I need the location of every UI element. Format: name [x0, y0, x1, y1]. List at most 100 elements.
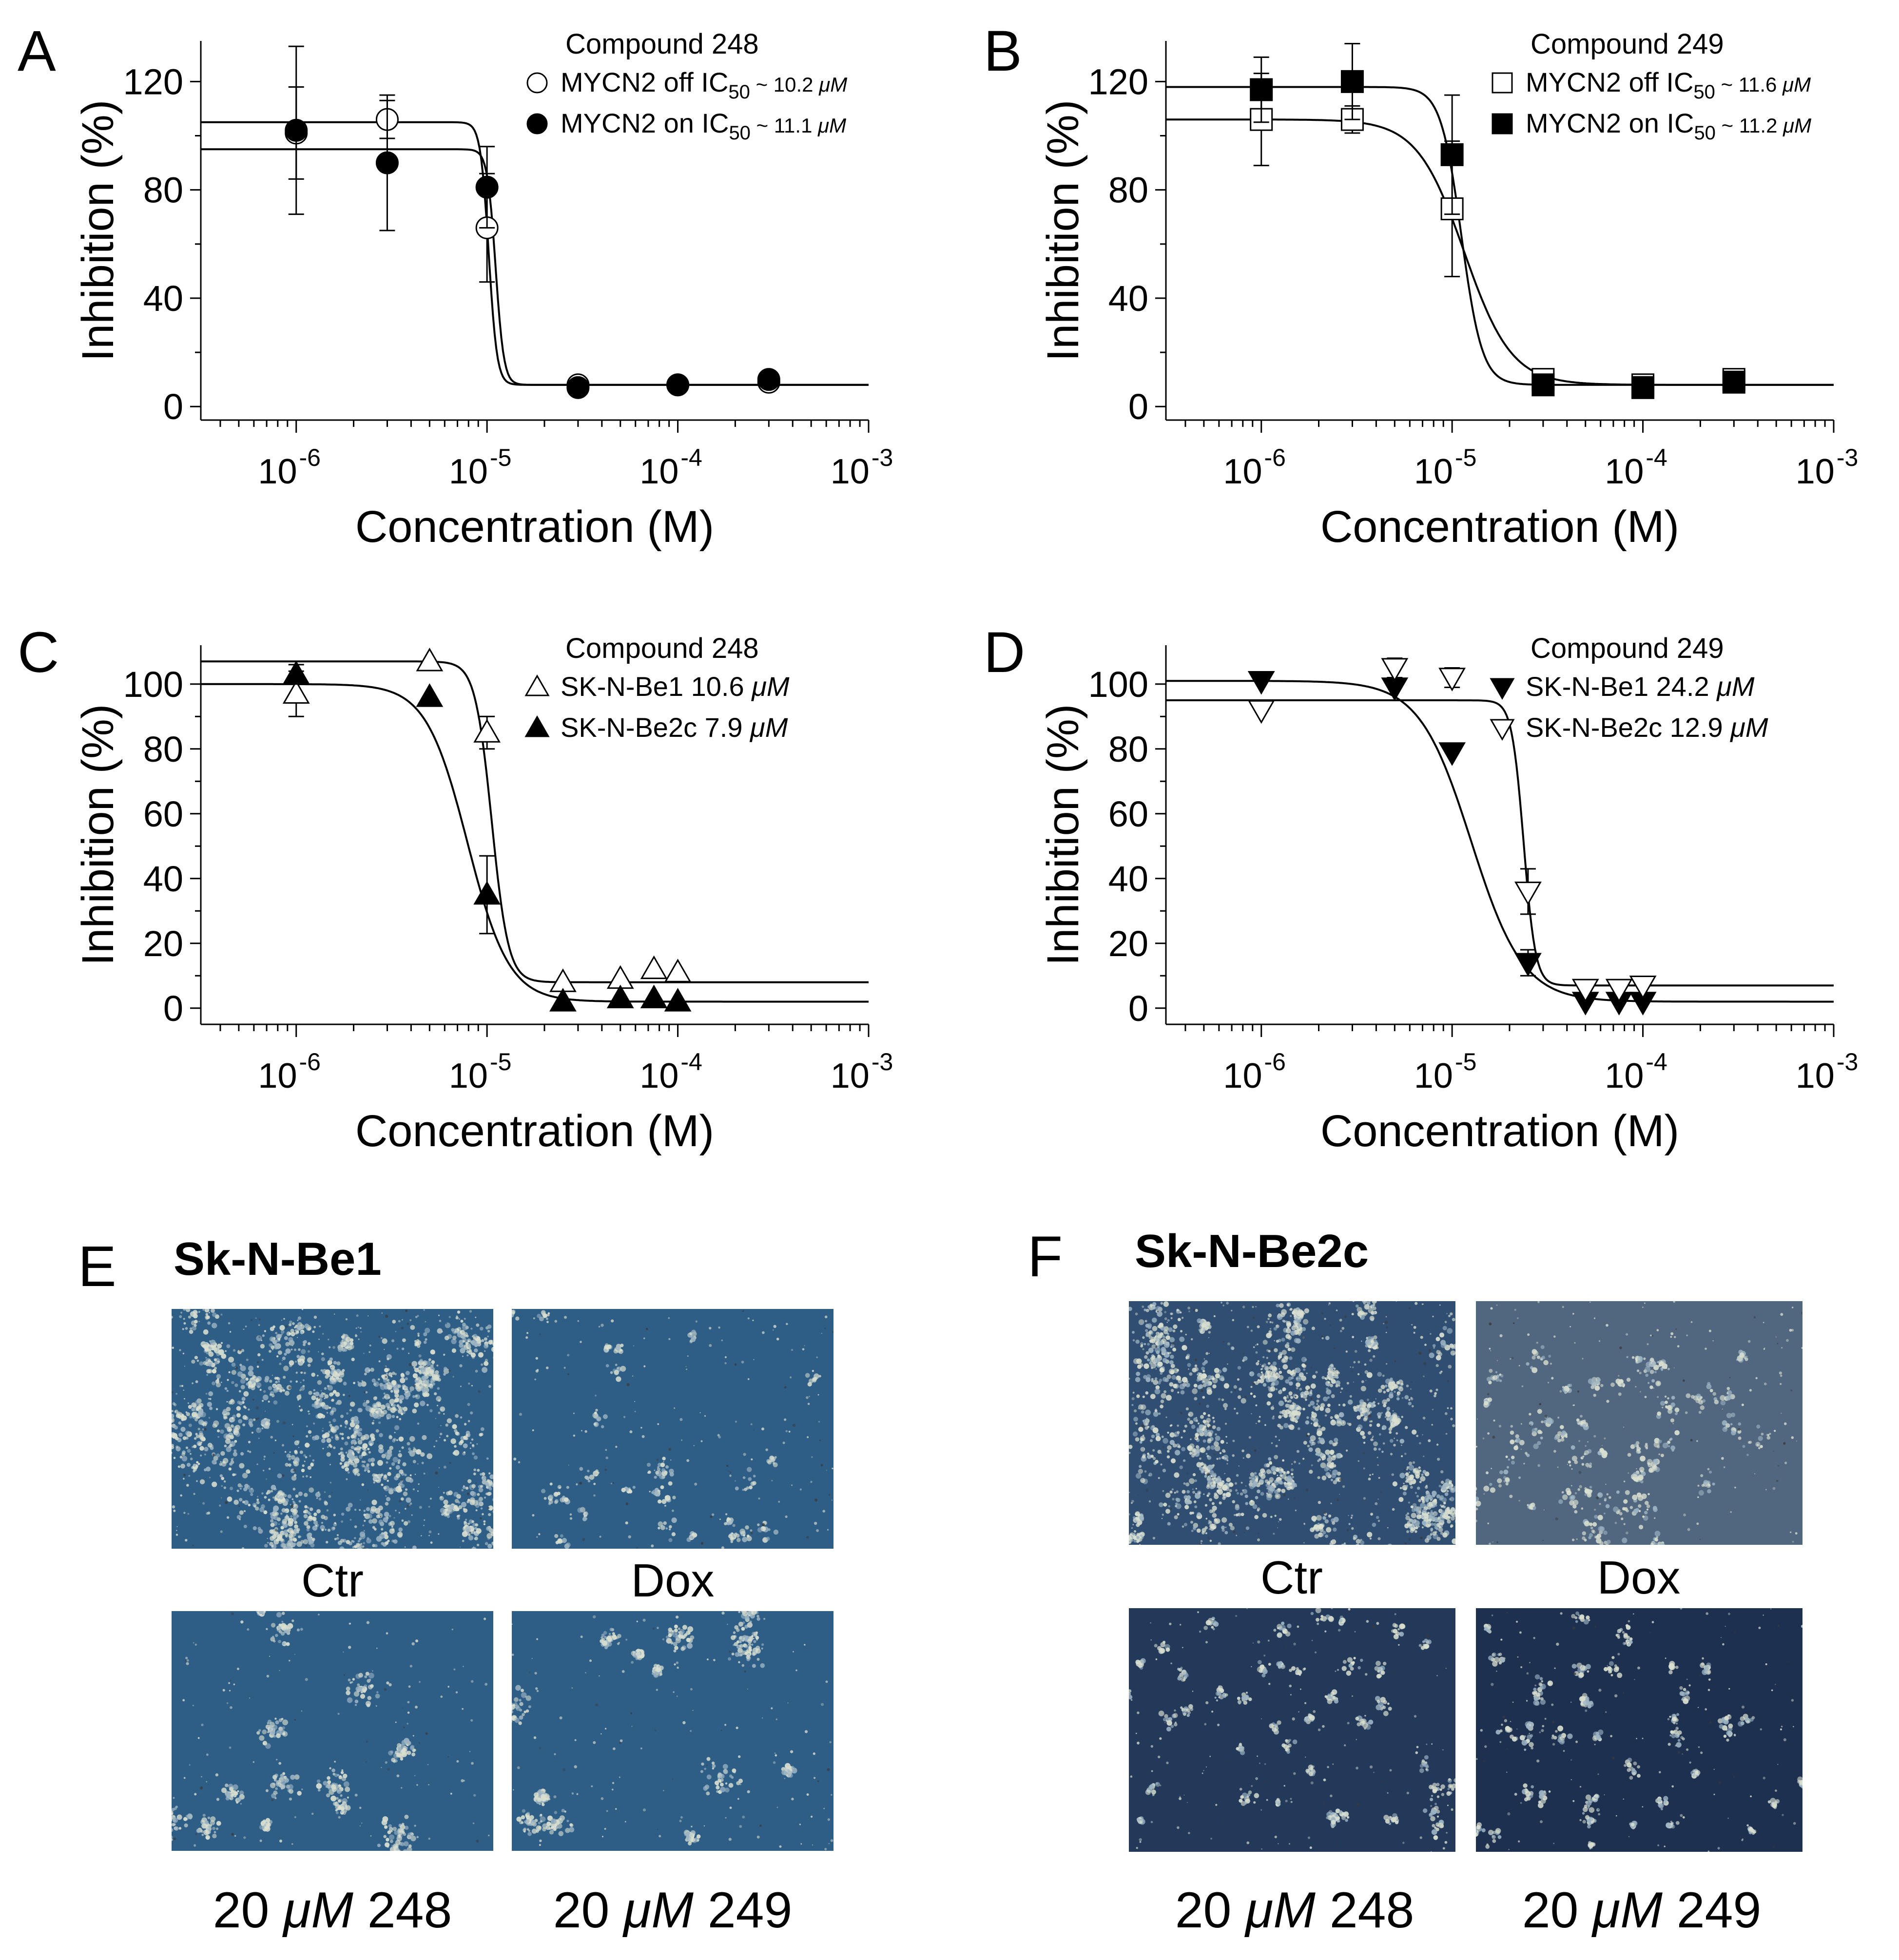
y-tick-label: 120 [123, 61, 183, 102]
y-tick-label: 0 [163, 386, 183, 427]
panel-e-title: Sk-N-Be1 [174, 1233, 382, 1285]
data-point-series-2 [1381, 658, 1409, 682]
legend-marker-2 [1492, 113, 1513, 135]
micrograph-f-249 [1476, 1608, 1802, 1852]
micrograph-f-dox [1476, 1301, 1802, 1545]
legend-marker-2 [1490, 719, 1515, 741]
x-tick-label: 10-6 [1223, 1048, 1286, 1095]
data-point-series-2 [1722, 370, 1745, 394]
fit-curve-series-1 [201, 660, 869, 983]
data-point-series-2 [473, 881, 501, 905]
data-point-series-2 [664, 988, 692, 1012]
fit-curve-series-2 [201, 148, 869, 386]
x-tick-label: 10-4 [1605, 444, 1667, 491]
legend-marker-1 [524, 674, 550, 696]
y-tick-label: 40 [1108, 278, 1148, 319]
x-tick-label: 10-6 [258, 1048, 321, 1095]
legend-entry-1: MYCN2 off IC50 ~ 11.6 μM [1526, 67, 1811, 103]
cell-image [512, 1611, 833, 1850]
fit-curve-series-2 [1166, 699, 1834, 987]
dose-response-chart-a: 0 40 80 120 10-6 10-5 10-4 10-3 Concentration (M… [0, 0, 950, 587]
data-point-series-2 [1631, 376, 1655, 399]
x-tick-label: 10-5 [1414, 444, 1477, 491]
legend-entry-2: SK-N-Be2c 7.9 μM [561, 712, 788, 743]
cell-image [172, 1309, 493, 1549]
y-tick-label: 80 [143, 729, 183, 769]
data-point-series-2 [1531, 373, 1555, 397]
x-tick-label: 10-3 [1796, 444, 1859, 491]
data-point-series-2 [1440, 143, 1464, 166]
data-point-series-2 [416, 683, 444, 707]
label-e-248: 20 μM 248 [213, 1882, 452, 1939]
label-f-dox: Dox [1597, 1552, 1681, 1604]
fit-curve-series-2 [201, 683, 869, 1003]
data-point-series-1 [416, 647, 444, 672]
x-tick-label: 10-4 [639, 444, 702, 491]
cell-image [1129, 1608, 1455, 1852]
data-point-series-2 [1514, 882, 1542, 905]
data-point-series-1 [1514, 953, 1542, 977]
cell-image [1129, 1301, 1455, 1545]
data-point-series-2 [549, 988, 577, 1012]
y-tick-label: 40 [143, 278, 183, 319]
dose-response-chart-d: 0 20 40 60 80 100 10-6 10-5 10-4 10-3 Concentratio… [965, 604, 1899, 1191]
y-tick-label: 0 [163, 988, 183, 1029]
data-point-series-1 [1438, 742, 1466, 766]
fit-curve-series-2 [1166, 86, 1834, 386]
micrograph-f-ctr [1129, 1301, 1455, 1545]
micrograph-e-ctr [172, 1309, 493, 1549]
legend-marker-2 [526, 113, 548, 135]
legend-entry-2: MYCN2 on IC50 ~ 11.2 μM [1526, 108, 1811, 144]
data-point-series-2 [1571, 979, 1599, 1003]
data-point-series-2 [757, 368, 780, 391]
cell-image [512, 1309, 833, 1549]
data-point-series-2 [1250, 78, 1273, 101]
x-tick-label: 10-3 [831, 1048, 893, 1095]
y-axis-label: Inhibition (%) [1038, 704, 1088, 966]
data-point-series-1 [664, 959, 692, 982]
data-point-series-2 [1340, 70, 1364, 93]
label-e-ctr: Ctr [301, 1555, 364, 1607]
data-point-series-2 [1438, 668, 1466, 692]
panel-f-title: Sk-N-Be2c [1135, 1225, 1369, 1277]
cell-image [1476, 1608, 1802, 1852]
micrograph-e-249 [512, 1611, 833, 1851]
legend-entry-2: SK-N-Be2c 12.9 μM [1526, 712, 1768, 743]
micrograph-e-248 [172, 1611, 493, 1851]
x-tick-label: 10-4 [1605, 1048, 1667, 1095]
cell-image [1476, 1301, 1802, 1545]
label-e-dox: Dox [631, 1555, 715, 1607]
data-point-series-2 [1247, 700, 1275, 724]
x-tick-label: 10-3 [831, 444, 893, 491]
chart-a-svg: 0 40 80 120 10-6 10-5 10-4 10-3 Concentration (M… [73, 28, 893, 552]
data-point-series-2 [475, 175, 499, 199]
y-tick-label: 20 [143, 923, 183, 964]
y-tick-label: 40 [143, 859, 183, 899]
legend-marker-2 [524, 715, 550, 737]
x-tick-label: 10-3 [1796, 1048, 1859, 1095]
x-tick-label: 10-6 [1223, 444, 1286, 491]
y-tick-label: 120 [1088, 61, 1148, 102]
legend-title: Compound 248 [565, 28, 759, 60]
label-e-249: 20 μM 249 [553, 1882, 793, 1939]
y-tick-label: 60 [143, 794, 183, 834]
x-axis-label: Concentration (M) [1320, 1106, 1679, 1156]
data-point-series-2 [666, 373, 690, 397]
legend-entry-1: SK-N-Be1 10.6 μM [561, 671, 790, 702]
panel-letter-f: F [1027, 1225, 1063, 1289]
x-tick-label: 10-5 [449, 444, 512, 491]
y-tick-label: 40 [1108, 859, 1148, 899]
x-tick-label: 10-6 [258, 444, 321, 491]
y-axis-label: Inhibition (%) [73, 704, 123, 966]
legend-marker-1 [526, 72, 548, 94]
x-axis-label: Concentration (M) [355, 1106, 714, 1156]
y-axis-label: Inhibition (%) [1038, 100, 1088, 362]
panel-letter-c: C [18, 620, 59, 685]
data-point-series-1 [282, 680, 310, 704]
fit-curve-series-1 [1166, 118, 1834, 386]
data-point-series-2 [1629, 976, 1657, 999]
legend-entry-1: SK-N-Be1 24.2 μM [1526, 671, 1755, 702]
data-point-series-2 [566, 376, 590, 399]
legend-entry-2: MYCN2 on IC50 ~ 11.1 μM [561, 108, 846, 144]
fit-curve-series-1 [1166, 680, 1834, 1003]
